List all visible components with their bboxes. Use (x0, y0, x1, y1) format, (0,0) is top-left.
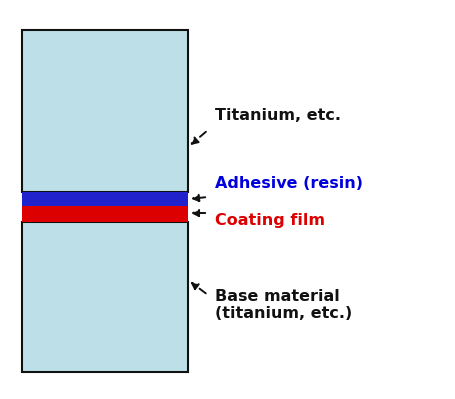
Bar (22, 206, 188, 222)
Text: Titanium, etc.: Titanium, etc. (215, 107, 341, 122)
Text: Coating film: Coating film (215, 213, 325, 227)
Text: Base material
(titanium, etc.): Base material (titanium, etc.) (215, 289, 352, 321)
Bar (22, 222, 188, 372)
Bar (22, 192, 188, 206)
Text: Adhesive (resin): Adhesive (resin) (215, 176, 363, 190)
Bar (22, 30, 188, 192)
